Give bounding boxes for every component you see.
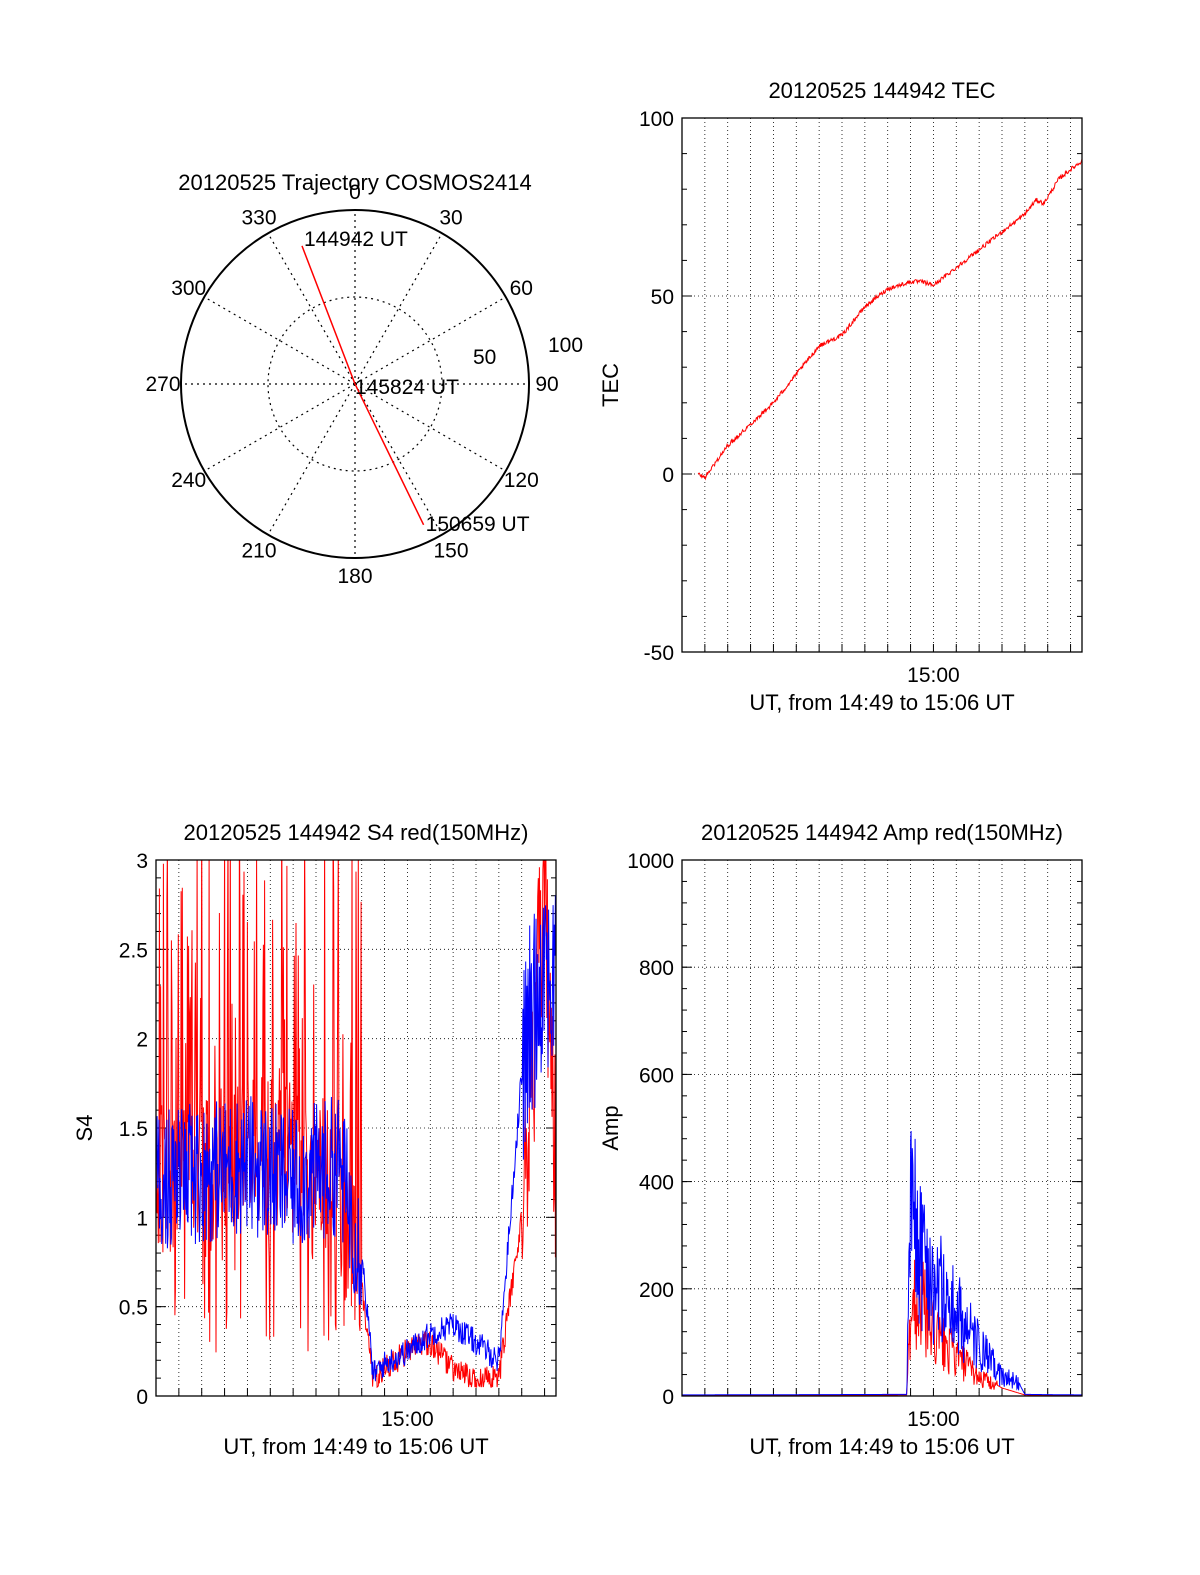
series-line bbox=[156, 895, 556, 1382]
y-tick-label: 100 bbox=[639, 108, 674, 131]
y-tick-label: 1 bbox=[136, 1207, 148, 1230]
y-tick-label: 1000 bbox=[627, 850, 674, 873]
y-tick-label: 3 bbox=[136, 850, 148, 873]
series-group bbox=[697, 158, 1082, 481]
chart-panel-3: 0 200 400 600 800 1000 15:00 20120525 144942 Am… bbox=[598, 820, 1083, 1459]
x-axis-label: UT, from 14:49 to 15:06 UT bbox=[749, 690, 1014, 715]
chart-title: 20120525 144942 TEC bbox=[768, 78, 995, 103]
y-axis-label: S4 bbox=[72, 1115, 97, 1142]
polar-azimuth-label: 240 bbox=[171, 469, 206, 492]
chart-title: 20120525 144942 S4 red(150MHz) bbox=[184, 820, 529, 845]
polar-time-annotation: 144942 UT bbox=[304, 228, 408, 251]
y-tick-label: 0 bbox=[136, 1386, 148, 1409]
y-tick-label: 1.5 bbox=[119, 1118, 148, 1141]
series-group bbox=[156, 860, 556, 1389]
y-tick-label: 0 bbox=[662, 1386, 674, 1409]
y-tick-label: 400 bbox=[639, 1172, 674, 1195]
chart-title: 20120525 144942 Amp red(150MHz) bbox=[701, 820, 1063, 845]
polar-spoke bbox=[354, 296, 506, 385]
polar-outer-ring bbox=[180, 209, 530, 559]
plot-frame bbox=[681, 859, 1083, 1397]
chart-panel-2: 0 0.5 1 1.5 2 2.5 3 15:00 20120525 144942 S4 red… bbox=[72, 820, 557, 1459]
series-line bbox=[697, 158, 1082, 481]
polar-spoke bbox=[267, 383, 356, 535]
plot-frame bbox=[155, 859, 557, 1397]
polar-inner-ring bbox=[267, 296, 443, 472]
y-tick-label: 0.5 bbox=[119, 1297, 148, 1320]
polar-azimuth-label: 30 bbox=[439, 207, 462, 230]
series-group bbox=[682, 1130, 1082, 1396]
polar-azimuth-label: 270 bbox=[145, 373, 180, 396]
y-tick-label: 200 bbox=[639, 1279, 674, 1302]
polar-azimuth-label: 90 bbox=[535, 373, 558, 396]
y-tick-label: 800 bbox=[639, 957, 674, 980]
polar-spoke bbox=[267, 233, 356, 385]
polar-radial-label: 100 bbox=[548, 334, 583, 357]
polar-azimuth-label: 300 bbox=[171, 277, 206, 300]
polar-azimuth-label: 330 bbox=[241, 207, 276, 230]
y-tick-label: -50 bbox=[644, 642, 674, 665]
x-axis-label: UT, from 14:49 to 15:06 UT bbox=[749, 1434, 1014, 1459]
polar-azimuth-label: 180 bbox=[337, 565, 372, 588]
x-tick-label: 15:00 bbox=[907, 664, 960, 687]
polar-spoke bbox=[354, 233, 443, 385]
y-tick-label: 2 bbox=[136, 1029, 148, 1052]
polar-time-annotation: 145824 UT bbox=[355, 376, 459, 399]
polar-spoke bbox=[354, 383, 506, 472]
x-tick-label: 15:00 bbox=[907, 1408, 960, 1431]
y-tick-label: 2.5 bbox=[119, 939, 148, 962]
series-line bbox=[682, 1130, 1082, 1396]
polar-radial-label: 50 bbox=[473, 346, 496, 369]
polar-azimuth-label: 120 bbox=[504, 469, 539, 492]
series-line bbox=[682, 1256, 1082, 1396]
polar-azimuth-label: 60 bbox=[510, 277, 533, 300]
polar-spoke bbox=[354, 383, 443, 535]
polar-azimuth-label: 150 bbox=[433, 539, 468, 562]
x-tick-label: 15:00 bbox=[381, 1408, 434, 1431]
y-axis-label: TEC bbox=[598, 363, 623, 407]
y-axis-label: Amp bbox=[598, 1105, 623, 1150]
polar-time-annotation: 150659 UT bbox=[426, 513, 530, 536]
polar-azimuth-label: 0 bbox=[349, 181, 361, 204]
polar-title: 20120525 Trajectory COSMOS2414 bbox=[178, 170, 531, 195]
y-tick-label: 0 bbox=[662, 464, 674, 487]
chart-panel-1: -50 0 50 100 15:00 20120525 144942 TEC UT, fro… bbox=[598, 78, 1083, 715]
x-axis-label: UT, from 14:49 to 15:06 UT bbox=[223, 1434, 488, 1459]
plot-frame bbox=[681, 117, 1083, 653]
polar-azimuth-label: 210 bbox=[241, 539, 276, 562]
polar-spoke bbox=[204, 296, 356, 385]
polar-spoke bbox=[204, 383, 356, 472]
y-tick-label: 50 bbox=[651, 286, 674, 309]
series-line bbox=[156, 860, 556, 1389]
polar-trajectory-line bbox=[301, 245, 425, 526]
y-tick-label: 600 bbox=[639, 1064, 674, 1087]
